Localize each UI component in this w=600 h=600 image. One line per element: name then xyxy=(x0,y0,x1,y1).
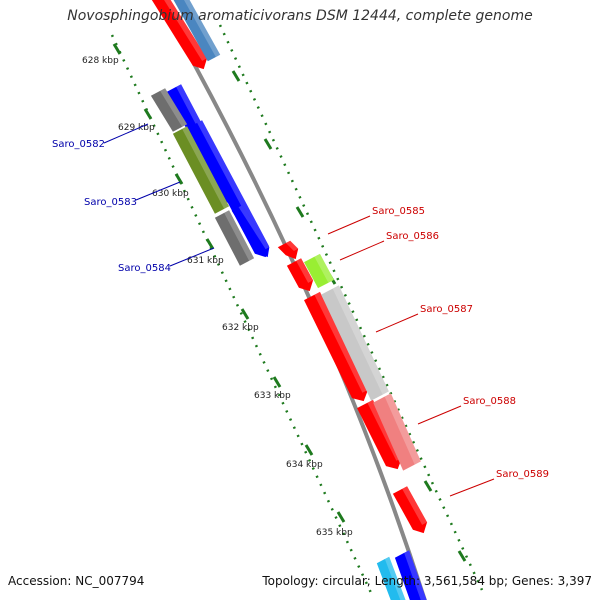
left-gene-label[interactable]: Saro_0583 xyxy=(84,197,137,208)
outer-major-tick xyxy=(423,480,433,492)
gene-saro-0583-shape[interactable] xyxy=(172,126,230,214)
genome-summary: Topology: circular; Length: 3,561,584 bp… xyxy=(262,574,592,588)
right-gene-label[interactable]: Saro_0585 xyxy=(372,206,425,217)
right-gene-leader xyxy=(375,313,419,333)
gene-saro-0589-highlight xyxy=(402,486,428,525)
genes-layer xyxy=(148,0,428,600)
gene-saro-0586[interactable] xyxy=(304,253,334,289)
right-gene-label[interactable]: Saro_0587 xyxy=(420,304,473,315)
gene-saro-0587a-shape[interactable] xyxy=(304,291,368,402)
gene-saro-0588-highlight xyxy=(384,393,421,465)
outer-major-tick xyxy=(263,138,273,150)
kbp-major-tick xyxy=(240,308,250,320)
gene-saro-0586a-highlight xyxy=(296,258,314,283)
gene-saro-0587[interactable] xyxy=(321,285,389,401)
right-gene-label[interactable]: Saro_0588 xyxy=(463,396,516,407)
gene-saro-0585[interactable] xyxy=(277,240,299,260)
kbp-label: 632 kbp xyxy=(222,323,259,333)
kbp-major-tick xyxy=(272,376,282,388)
gene-top-red-highlight xyxy=(164,0,208,61)
gene-blue-3-shape[interactable] xyxy=(231,205,270,258)
left-gene-label[interactable]: Saro_0584 xyxy=(118,263,171,274)
kbp-label: 633 kbp xyxy=(254,391,291,401)
gene-saro-0587a-highlight xyxy=(314,291,368,393)
gene-saro-0586-shape[interactable] xyxy=(304,253,334,289)
right-gene-label[interactable]: Saro_0589 xyxy=(496,469,549,480)
map-title: Novosphingobium aromaticivorans DSM 1244… xyxy=(67,8,533,24)
gene-saro-0588-shape[interactable] xyxy=(373,393,421,471)
gene-saro-0583[interactable] xyxy=(172,126,230,214)
left-gene-leader xyxy=(135,181,181,201)
right-gene-leader xyxy=(449,478,495,497)
right-gene-leader xyxy=(417,405,462,425)
gene-saro-0586a-shape[interactable] xyxy=(286,258,314,292)
genome-backbone xyxy=(156,0,427,600)
kbp-label: 630 kbp xyxy=(152,189,189,199)
gene-bottom-blue-shape[interactable] xyxy=(394,550,427,600)
kbp-label: 628 kbp xyxy=(82,56,119,66)
gene-saro-0583-highlight xyxy=(182,126,230,209)
kbp-major-tick xyxy=(143,108,153,120)
gene-saro-0588a-shape[interactable] xyxy=(357,399,402,470)
kbp-label: 634 kbp xyxy=(286,460,323,470)
left-gene-leader xyxy=(169,247,215,267)
gene-saro-0589-shape[interactable] xyxy=(392,486,428,534)
gene-top-steelblue-shape[interactable] xyxy=(170,0,221,62)
left-gene-label[interactable]: Saro_0582 xyxy=(52,139,105,150)
gene-bottom-blue[interactable] xyxy=(394,550,427,600)
gene-saro-0584[interactable] xyxy=(214,210,255,266)
kbp-label: 629 kbp xyxy=(118,123,155,133)
gene-saro-0589[interactable] xyxy=(392,486,428,534)
gene-bottom-cyan[interactable] xyxy=(376,556,406,600)
kbp-major-tick xyxy=(112,43,122,55)
gene-saro-0582-shape[interactable] xyxy=(150,88,188,132)
gene-blue-2-highlight xyxy=(197,120,270,249)
accession-label: Accession: NC_007794 xyxy=(8,574,145,588)
gene-saro-0586a[interactable] xyxy=(286,258,314,292)
gene-saro-0587-highlight xyxy=(332,285,389,395)
gene-bottom-cyan-highlight xyxy=(384,556,406,600)
gene-saro-0587a[interactable] xyxy=(304,291,368,402)
gene-top-steelblue[interactable] xyxy=(170,0,221,62)
gene-bottom-blue-highlight xyxy=(404,550,427,600)
kbp-label: 635 kbp xyxy=(316,528,353,538)
gene-bottom-cyan-shape[interactable] xyxy=(376,556,406,600)
gene-top-red[interactable] xyxy=(148,0,208,70)
inner-tick-track xyxy=(110,34,374,596)
gene-saro-0584-highlight xyxy=(224,210,255,261)
gene-top-red-shape[interactable] xyxy=(148,0,208,70)
outer-major-tick xyxy=(295,206,305,218)
gene-saro-0582-highlight xyxy=(160,88,188,127)
labels-layer: 628 kbp 629 kbp 630 kbp 631 kbp 632 kbp 633 k… xyxy=(52,56,549,538)
right-gene-leader xyxy=(339,240,385,261)
kbp-major-tick xyxy=(205,238,215,250)
outer-major-tick xyxy=(231,70,241,82)
kbp-major-tick xyxy=(174,173,184,185)
backbone-layer xyxy=(156,0,427,600)
gene-blue-3[interactable] xyxy=(231,205,270,258)
right-gene-leader xyxy=(327,215,371,235)
gene-saro-0584-shape[interactable] xyxy=(214,210,255,266)
gene-blue-3-highlight xyxy=(238,205,270,250)
gene-saro-0588[interactable] xyxy=(373,393,421,471)
kbp-major-tick xyxy=(304,444,314,456)
gene-saro-0585-shape[interactable] xyxy=(277,240,299,260)
gene-saro-0582[interactable] xyxy=(150,88,188,132)
kbp-major-tick xyxy=(336,511,346,523)
gene-saro-0586-highlight xyxy=(314,253,334,283)
outer-major-tick xyxy=(457,550,467,562)
right-gene-label[interactable]: Saro_0586 xyxy=(386,231,439,242)
gene-saro-0587-shape[interactable] xyxy=(321,285,389,401)
left-gene-leader xyxy=(103,123,149,144)
kbp-label: 631 kbp xyxy=(187,256,224,266)
gene-top-steelblue-highlight xyxy=(183,0,221,58)
gene-saro-0585-highlight xyxy=(285,240,299,252)
